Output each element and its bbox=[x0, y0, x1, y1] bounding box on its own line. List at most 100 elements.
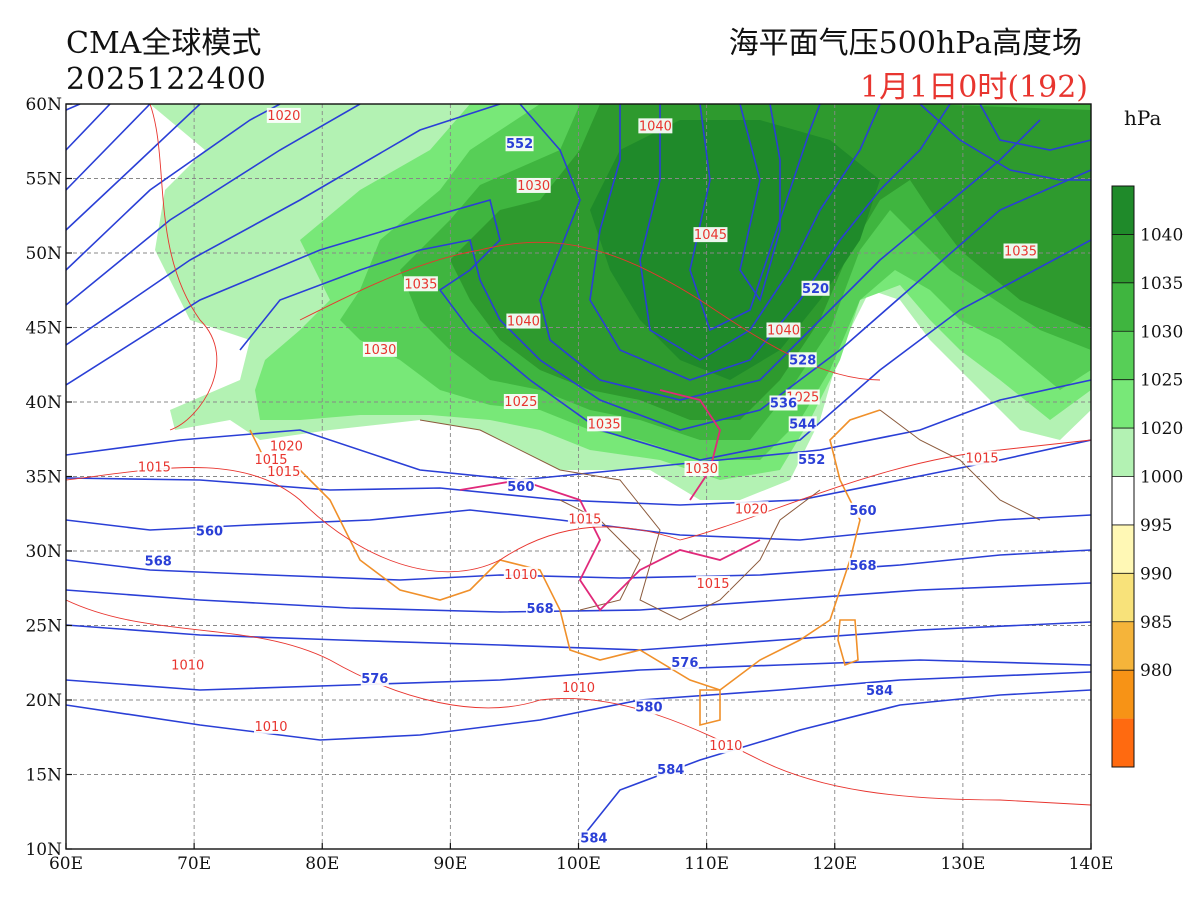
height-label-bg bbox=[579, 830, 608, 846]
height-contour bbox=[66, 659, 1091, 691]
height-contour bbox=[979, 104, 1091, 151]
colorbar-segment bbox=[1112, 282, 1134, 332]
colorbar-label: 1025 bbox=[1140, 371, 1183, 391]
height-label-bg bbox=[848, 557, 877, 573]
pressure-label-bg bbox=[693, 227, 728, 243]
lat-tick-label: 55N bbox=[25, 170, 62, 190]
colorbar-segment bbox=[1112, 670, 1134, 719]
map-title: 海平面气压500hPa高度场 bbox=[728, 26, 1082, 61]
colorbar-label: 995 bbox=[1140, 516, 1172, 536]
height-contour bbox=[66, 671, 1091, 741]
height-contour bbox=[739, 104, 781, 302]
pressure-label: 1035 bbox=[1004, 245, 1037, 260]
height-labels: 552 520 528 536 544 552 560 560 560 568 568 568 576 5… bbox=[144, 136, 894, 847]
colorbar-segment bbox=[1112, 234, 1134, 283]
pressure-label: 1035 bbox=[588, 417, 621, 432]
axis-labels: 60E 70E 80E 90E 100E 110E 120E 130E 140E 60N 55N 50… bbox=[25, 95, 1113, 874]
lat-tick-label: 35N bbox=[25, 468, 62, 488]
height-label: 568 bbox=[145, 554, 172, 569]
pressure-label-bg bbox=[516, 177, 551, 193]
pressure-label: 1010 bbox=[562, 681, 595, 696]
pressure-label-bg bbox=[734, 501, 769, 517]
pressure-label-bg bbox=[638, 118, 673, 134]
pressure-label-bg bbox=[254, 452, 288, 468]
pressure-label: 1015 bbox=[568, 513, 601, 528]
pressure-label: 1010 bbox=[709, 739, 742, 754]
lon-tick-label: 60E bbox=[49, 854, 83, 874]
colorbar-segment bbox=[1112, 718, 1134, 767]
isobar bbox=[149, 104, 218, 431]
height-label: 568 bbox=[526, 602, 553, 617]
pressure-shading bbox=[150, 104, 1091, 500]
height-contour bbox=[579, 689, 1091, 841]
pressure-label-bg bbox=[561, 680, 596, 696]
pressure-label: 1010 bbox=[171, 659, 204, 674]
colorbar-segment bbox=[1112, 379, 1134, 429]
pressure-label: 1030 bbox=[363, 343, 396, 358]
height-label: 576 bbox=[671, 656, 698, 671]
lat-tick-label: 50N bbox=[25, 244, 62, 264]
pressure-label: 1030 bbox=[517, 179, 550, 194]
colorbar-label: 1030 bbox=[1140, 322, 1183, 342]
pressure-label-bg bbox=[696, 575, 731, 591]
height-label-bg bbox=[801, 280, 830, 296]
height-contour bbox=[66, 104, 81, 111]
height-contour bbox=[66, 104, 281, 271]
height-label: 560 bbox=[849, 504, 876, 519]
pressure-label: 1040 bbox=[639, 119, 672, 134]
colorbar-segment bbox=[1112, 573, 1134, 622]
province-boundary bbox=[879, 409, 1041, 521]
tibet-boundary bbox=[459, 479, 761, 612]
height-label-bg bbox=[634, 699, 663, 715]
height-contours bbox=[66, 104, 1091, 841]
tibet-boundary bbox=[659, 389, 721, 501]
height-label-bg bbox=[506, 478, 535, 494]
colorbar: 1040 1035 1030 1025 1020 1000 995 990 985 980 bbox=[1111, 185, 1183, 768]
lat-tick-label: 30N bbox=[25, 542, 62, 562]
init-time: 2025122400 bbox=[66, 62, 267, 97]
pressure-label: 1020 bbox=[735, 502, 768, 517]
height-label-bg bbox=[788, 416, 817, 432]
pressure-label-bg bbox=[362, 341, 397, 357]
colorbar-segment bbox=[1112, 186, 1134, 235]
height-label-bg bbox=[360, 671, 389, 687]
isobar bbox=[66, 599, 1091, 806]
pressure-label-bg bbox=[137, 459, 172, 475]
colorbar-label: 1020 bbox=[1140, 419, 1183, 439]
pressure-label: 1020 bbox=[270, 440, 303, 455]
model-name: CMA全球模式 bbox=[66, 26, 262, 61]
height-label-bg bbox=[505, 136, 534, 152]
pressure-label: 1040 bbox=[767, 323, 800, 338]
colorbar-label: 985 bbox=[1140, 613, 1172, 633]
height-label: 536 bbox=[770, 396, 797, 411]
pressure-label-bg bbox=[506, 313, 541, 329]
pressure-label-bg bbox=[684, 461, 719, 477]
valid-time: 1月1日0时(192) bbox=[860, 70, 1088, 105]
colorbar-label: 990 bbox=[1140, 564, 1172, 584]
height-contour bbox=[66, 104, 111, 151]
height-label: 580 bbox=[635, 700, 662, 715]
pressure-label-bg bbox=[266, 464, 301, 480]
coastline bbox=[249, 409, 881, 691]
pressure-label-bg bbox=[266, 107, 301, 123]
height-label: 552 bbox=[506, 137, 533, 152]
height-label-bg bbox=[848, 502, 877, 518]
height-contour bbox=[66, 549, 1091, 581]
height-label-bg bbox=[144, 553, 173, 569]
pressure-label: 1015 bbox=[138, 461, 171, 476]
pressure-labels: 1020 1040 1030 1045 1035 1035 1030 1040 1040 1025… bbox=[137, 107, 1038, 754]
height-contour bbox=[66, 199, 1091, 461]
shade-1045 bbox=[590, 120, 880, 380]
height-label: 544 bbox=[789, 417, 816, 432]
lat-tick-label: 60N bbox=[25, 95, 62, 115]
pressure-label: 1015 bbox=[966, 452, 999, 467]
height-label-bg bbox=[526, 601, 555, 617]
height-contour bbox=[66, 104, 361, 306]
lat-tick-label: 40N bbox=[25, 393, 62, 413]
lon-tick-label: 80E bbox=[305, 854, 339, 874]
pressure-label: 1045 bbox=[694, 228, 727, 243]
height-label-bg bbox=[865, 683, 894, 699]
height-contour bbox=[66, 104, 201, 231]
height-contour bbox=[919, 104, 1091, 181]
